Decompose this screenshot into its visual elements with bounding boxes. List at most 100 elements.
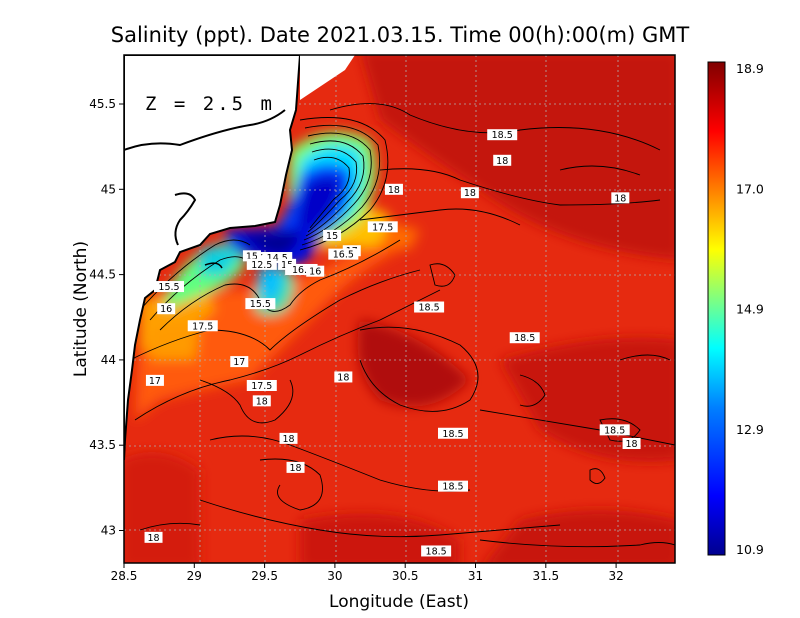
contour-label-box bbox=[252, 395, 271, 407]
contour-label-box bbox=[367, 221, 398, 233]
contour-label-text: 16 bbox=[309, 267, 321, 278]
contour-label-text: 18.5 bbox=[604, 425, 625, 436]
x-tick-label: 30.5 bbox=[392, 569, 419, 583]
contour-label-text: 15.5 bbox=[250, 299, 271, 310]
contour-label: 18.5 bbox=[414, 301, 445, 314]
contour-label: 15.5 bbox=[153, 281, 184, 293]
contour-label: 18 bbox=[384, 183, 403, 196]
contour-label-box bbox=[460, 187, 479, 199]
colorbar-tick-label: 18.9 bbox=[736, 61, 764, 76]
land bbox=[124, 55, 355, 461]
y-tick-label: 43.5 bbox=[89, 438, 116, 452]
contour-label-text: 18 bbox=[614, 193, 626, 204]
plot-frame bbox=[123, 54, 676, 564]
x-tick-label: 31 bbox=[468, 569, 483, 583]
contour-label-text: 18.5 bbox=[442, 429, 463, 440]
x-tick-label: 29.5 bbox=[251, 569, 278, 583]
contour-label: 17 bbox=[230, 356, 249, 368]
contour-label-text: 16 bbox=[160, 304, 172, 315]
contour-label-text: 18.5 bbox=[492, 130, 513, 141]
contour-label-text: 14.5 bbox=[267, 253, 288, 264]
contour-label-box bbox=[187, 320, 218, 332]
colorbar-ticks: 18.9 17.0 14.9 12.9 10.9 bbox=[736, 61, 764, 557]
contour-label-text: 16.5 bbox=[333, 250, 354, 261]
contour-label-text: 12.5 bbox=[251, 260, 272, 271]
contour-label-text: 17.5 bbox=[192, 321, 213, 332]
contour-label-box bbox=[246, 379, 277, 391]
contour-label-box bbox=[421, 545, 452, 557]
y-tick-label: 45 bbox=[101, 182, 116, 196]
contour-label: 18 bbox=[493, 154, 512, 167]
contour-label-box bbox=[246, 258, 277, 270]
contour-label-text: 17 bbox=[233, 357, 245, 368]
contour-label: 14.5 bbox=[262, 252, 293, 264]
contour-label-text: 18 bbox=[147, 533, 159, 544]
contour-label: 15.5 bbox=[245, 298, 276, 310]
y-tick-label: 45.5 bbox=[89, 97, 116, 111]
contour-label-box bbox=[384, 183, 403, 195]
contour-label-box bbox=[157, 303, 176, 315]
contour-label: 18 bbox=[144, 531, 163, 544]
contour-label-text: 15 bbox=[246, 251, 258, 262]
contour-label-text: 15.5 bbox=[158, 282, 179, 293]
contour-label: 16 bbox=[157, 303, 176, 315]
x-axis: 28.5 29 29.5 30 30.5 31 31.5 32 bbox=[111, 563, 624, 583]
contour-label: 15 bbox=[323, 229, 342, 242]
contour-labels: 18.51818181817.5151716.5151514.512.51516… bbox=[144, 129, 641, 557]
contour-label: 16 bbox=[306, 265, 325, 278]
contour-label-text: 18 bbox=[464, 188, 476, 199]
contour-label-text: 18 bbox=[282, 434, 294, 445]
contour-label-box bbox=[245, 298, 276, 310]
contour-label-text: 18.5 bbox=[426, 546, 447, 557]
contour-label-box bbox=[230, 356, 249, 368]
contour-label: 18 bbox=[611, 192, 630, 204]
contour-label-text: 18 bbox=[289, 463, 301, 474]
contour-label-box bbox=[287, 263, 318, 275]
contour-label: 16.5 bbox=[287, 263, 318, 276]
contour-label: 18 bbox=[286, 461, 305, 474]
contour-label: 18 bbox=[460, 187, 479, 199]
contour-label-text: 18 bbox=[337, 372, 349, 383]
contour-label-box bbox=[622, 437, 641, 449]
contour-label-box bbox=[611, 192, 630, 204]
contour-label-box bbox=[144, 531, 163, 543]
colorbar-tick-label: 12.9 bbox=[736, 422, 764, 437]
contour-label: 18.5 bbox=[487, 129, 518, 141]
contour-label: 18.5 bbox=[438, 427, 469, 440]
contour-label-box bbox=[509, 332, 540, 344]
contour-label-box bbox=[242, 250, 261, 262]
y-axis: 43 43.5 44 44.5 45 45.5 bbox=[89, 97, 124, 538]
contour-label-text: 18.5 bbox=[442, 482, 463, 493]
colorbar-tick-label: 14.9 bbox=[736, 302, 764, 317]
contour-label: 18 bbox=[279, 432, 298, 445]
contour-label-text: 18 bbox=[256, 396, 268, 407]
plot-area: 18.51818181817.5151716.5151514.512.51516… bbox=[124, 55, 675, 563]
depth-label: Z = 2.5 m bbox=[145, 93, 275, 115]
contour-label-box bbox=[279, 432, 298, 444]
colorbar bbox=[707, 61, 726, 556]
contour-label-box bbox=[487, 129, 518, 141]
contour-label-text: 18 bbox=[626, 439, 638, 450]
contour-label-box bbox=[306, 265, 325, 277]
contour-label-box bbox=[323, 229, 342, 241]
y-tick-label: 44 bbox=[101, 353, 116, 367]
contour-label-box bbox=[438, 480, 469, 492]
contour-label-text: 17.5 bbox=[251, 381, 272, 392]
contour-label: 18 bbox=[622, 437, 641, 450]
chart-title: Salinity (ppt). Date 2021.03.15. Time 00… bbox=[111, 23, 690, 47]
contour-label-box bbox=[438, 427, 469, 439]
contour-label-text: 16.5 bbox=[292, 265, 313, 276]
x-tick-label: 30 bbox=[327, 569, 342, 583]
contour-label: 17 bbox=[145, 374, 164, 387]
contour-label-box bbox=[328, 248, 359, 260]
contour-label-box bbox=[334, 371, 353, 383]
contour-label-box bbox=[414, 301, 445, 313]
contour-label: 18.5 bbox=[438, 480, 469, 493]
contour-label-box bbox=[262, 252, 293, 264]
contour-label: 17.5 bbox=[367, 221, 398, 233]
contour-label: 16.5 bbox=[328, 248, 359, 261]
contour-label: 18.5 bbox=[599, 424, 630, 436]
contour-label: 12.5 bbox=[246, 258, 277, 271]
contour-label: 17.5 bbox=[187, 320, 218, 332]
